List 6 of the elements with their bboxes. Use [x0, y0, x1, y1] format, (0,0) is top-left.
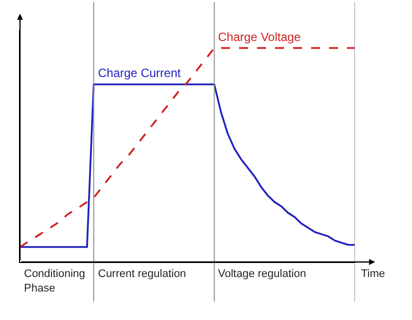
- series-label: Charge Current: [98, 66, 182, 80]
- x-axis-title: Time: [361, 268, 386, 280]
- text: Voltage regulation: [218, 268, 306, 280]
- text: Current regulation: [98, 268, 186, 280]
- series-label: Charge Voltage: [218, 30, 302, 44]
- text: Conditioning Phase: [24, 268, 86, 294]
